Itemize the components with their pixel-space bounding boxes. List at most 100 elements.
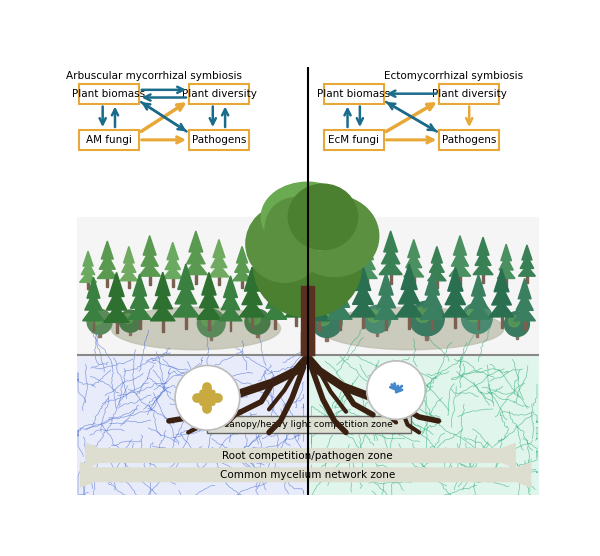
Polygon shape bbox=[358, 266, 377, 279]
Bar bbox=[505, 279, 507, 286]
Ellipse shape bbox=[290, 196, 379, 276]
Polygon shape bbox=[449, 262, 471, 276]
Polygon shape bbox=[239, 300, 265, 317]
Text: Plant diversity: Plant diversity bbox=[182, 88, 256, 98]
Circle shape bbox=[175, 365, 240, 430]
Text: Plant biomass: Plant biomass bbox=[317, 88, 390, 98]
Bar bbox=[208, 319, 210, 330]
Polygon shape bbox=[362, 242, 373, 260]
Text: Common mycelium network zone: Common mycelium network zone bbox=[220, 470, 395, 480]
Polygon shape bbox=[141, 250, 158, 266]
Bar bbox=[251, 317, 253, 328]
Polygon shape bbox=[81, 262, 95, 275]
Bar bbox=[301, 286, 314, 355]
Polygon shape bbox=[153, 289, 173, 309]
Circle shape bbox=[91, 314, 103, 325]
Polygon shape bbox=[499, 256, 513, 270]
Polygon shape bbox=[376, 289, 395, 307]
Polygon shape bbox=[99, 254, 115, 269]
Bar bbox=[241, 281, 243, 289]
Bar bbox=[524, 321, 526, 330]
Ellipse shape bbox=[111, 307, 281, 350]
Polygon shape bbox=[317, 246, 328, 263]
Bar bbox=[385, 319, 387, 330]
Polygon shape bbox=[473, 262, 493, 275]
Bar bbox=[308, 355, 539, 495]
Polygon shape bbox=[328, 303, 352, 319]
Polygon shape bbox=[421, 304, 444, 319]
Bar bbox=[482, 275, 484, 283]
Polygon shape bbox=[211, 252, 227, 267]
Bar bbox=[301, 332, 314, 355]
Polygon shape bbox=[80, 272, 97, 282]
Polygon shape bbox=[287, 289, 305, 306]
Polygon shape bbox=[261, 236, 274, 255]
Bar bbox=[208, 415, 412, 433]
Polygon shape bbox=[398, 282, 420, 304]
Polygon shape bbox=[268, 274, 282, 296]
Bar bbox=[408, 317, 410, 329]
Polygon shape bbox=[257, 262, 278, 276]
Bar bbox=[295, 317, 297, 326]
Circle shape bbox=[245, 309, 270, 334]
Text: EcM fungi: EcM fungi bbox=[328, 135, 379, 145]
Bar bbox=[344, 276, 346, 285]
Text: Ectomycorrhizal symbiosis: Ectomycorrhizal symbiosis bbox=[384, 71, 523, 81]
Polygon shape bbox=[451, 250, 469, 266]
Bar bbox=[526, 276, 527, 283]
Bar bbox=[367, 279, 368, 286]
Bar bbox=[172, 279, 173, 286]
Circle shape bbox=[461, 303, 492, 334]
Circle shape bbox=[197, 309, 225, 337]
FancyBboxPatch shape bbox=[323, 130, 384, 150]
Polygon shape bbox=[308, 306, 330, 321]
Polygon shape bbox=[445, 284, 466, 305]
Bar bbox=[325, 332, 328, 341]
Polygon shape bbox=[516, 293, 533, 310]
Bar bbox=[256, 330, 259, 337]
Bar bbox=[436, 281, 437, 289]
Polygon shape bbox=[338, 236, 351, 255]
Circle shape bbox=[505, 311, 529, 336]
Polygon shape bbox=[106, 290, 127, 310]
FancyBboxPatch shape bbox=[439, 130, 499, 150]
Polygon shape bbox=[467, 304, 490, 319]
Polygon shape bbox=[314, 269, 332, 281]
Polygon shape bbox=[202, 272, 216, 295]
Polygon shape bbox=[522, 245, 532, 260]
Polygon shape bbox=[266, 290, 284, 308]
Bar bbox=[77, 67, 539, 355]
Polygon shape bbox=[334, 262, 355, 276]
Circle shape bbox=[363, 305, 391, 333]
Bar bbox=[376, 329, 378, 336]
Polygon shape bbox=[128, 304, 151, 319]
Bar bbox=[459, 276, 461, 285]
Polygon shape bbox=[109, 272, 124, 296]
Polygon shape bbox=[428, 269, 446, 281]
Circle shape bbox=[368, 310, 380, 322]
Text: Pathogens: Pathogens bbox=[442, 135, 496, 145]
Polygon shape bbox=[379, 272, 393, 295]
Polygon shape bbox=[87, 277, 100, 298]
Bar bbox=[318, 321, 320, 330]
Polygon shape bbox=[139, 262, 160, 276]
Polygon shape bbox=[454, 236, 466, 255]
Bar bbox=[266, 276, 268, 285]
FancyBboxPatch shape bbox=[79, 130, 139, 150]
Polygon shape bbox=[374, 304, 398, 319]
Ellipse shape bbox=[254, 217, 361, 317]
Bar bbox=[425, 330, 428, 340]
Polygon shape bbox=[330, 287, 350, 307]
Polygon shape bbox=[163, 266, 182, 279]
Bar bbox=[210, 332, 212, 340]
Polygon shape bbox=[350, 300, 376, 317]
Polygon shape bbox=[209, 265, 229, 277]
Polygon shape bbox=[401, 264, 417, 290]
Circle shape bbox=[249, 314, 260, 325]
Circle shape bbox=[87, 309, 112, 334]
Bar bbox=[454, 317, 457, 328]
Polygon shape bbox=[104, 306, 129, 322]
Polygon shape bbox=[431, 246, 442, 263]
Polygon shape bbox=[283, 252, 298, 266]
Polygon shape bbox=[101, 241, 113, 259]
